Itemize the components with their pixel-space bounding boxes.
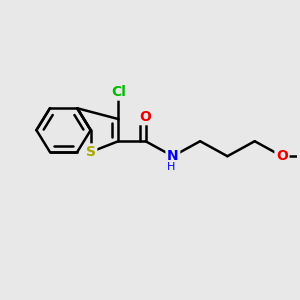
Text: O: O: [276, 149, 288, 163]
Text: H: H: [167, 162, 175, 172]
Text: N: N: [167, 149, 179, 163]
Text: S: S: [86, 145, 96, 159]
Text: Cl: Cl: [111, 85, 126, 99]
Text: O: O: [140, 110, 152, 124]
